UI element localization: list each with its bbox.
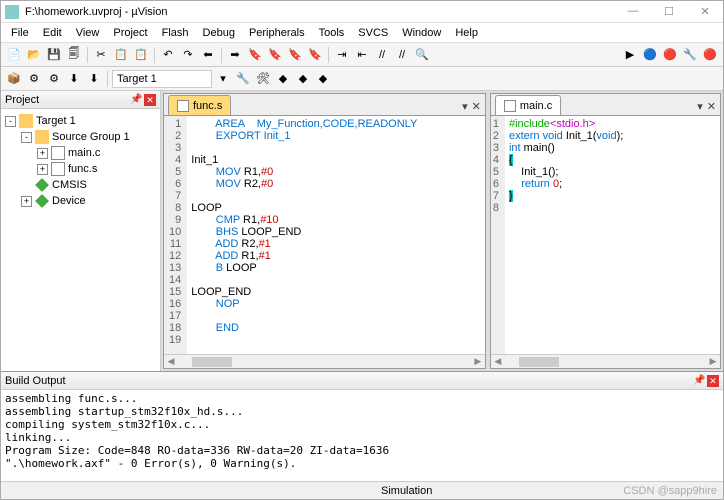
toolbar-button[interactable]: 📄	[5, 46, 23, 64]
toolbar-button[interactable]: ⬇	[85, 70, 103, 88]
toolbar-button[interactable]: 📦	[5, 70, 23, 88]
toolbar-button[interactable]: 🔖	[286, 46, 304, 64]
window-buttons: — ☐ ✕	[619, 5, 719, 18]
editor-left: func.s ▾ ✕ 1 2 3 4 5 6 7 8 9 10 11 12 13 …	[163, 93, 486, 369]
toolbar-button[interactable]: ↶	[159, 46, 177, 64]
build-output-header: Build Output 📌 ✕	[1, 372, 723, 390]
code-right[interactable]: 1 2 3 4 5 6 7 8 #include<stdio.h> extern…	[491, 116, 720, 354]
tab-dropdown-icon[interactable]: ▾	[697, 100, 703, 113]
toolbar-button[interactable]: ⇤	[353, 46, 371, 64]
toolbar-button[interactable]: //	[393, 46, 411, 64]
menu-view[interactable]: View	[70, 25, 106, 41]
toolbar-button[interactable]: 🔍	[413, 46, 431, 64]
menu-edit[interactable]: Edit	[37, 25, 68, 41]
tab-func[interactable]: func.s	[168, 95, 231, 115]
app-icon	[5, 5, 19, 19]
pin-icon[interactable]: 📌	[130, 94, 142, 106]
status-bar: Simulation CSDN @sapp9hire	[1, 481, 723, 499]
file-icon	[177, 100, 189, 112]
window-title: F:\homework.uvproj - µVision	[25, 6, 167, 18]
pin-icon[interactable]: 📌	[693, 375, 705, 387]
toolbar-button[interactable]: 🔖	[306, 46, 324, 64]
editor-right-tabs: main.c ▾ ✕	[491, 94, 720, 116]
toolbar-button[interactable]: 🔧	[234, 70, 252, 88]
toolbar-button[interactable]: ▶	[621, 46, 639, 64]
close-button[interactable]: ✕	[691, 5, 719, 18]
toolbar-1: 📄📂💾🗐✂📋📋↶↷⬅➡🔖🔖🔖🔖⇥⇤////🔍▶🔵🔴🔧🔴	[1, 43, 723, 67]
menu-help[interactable]: Help	[449, 25, 484, 41]
tree-device[interactable]: +Device	[5, 193, 156, 209]
toolbar-button[interactable]: 🔖	[266, 46, 284, 64]
toolbar-button[interactable]: ↷	[179, 46, 197, 64]
toolbar-button[interactable]: 🔴	[661, 46, 679, 64]
editor-area: func.s ▾ ✕ 1 2 3 4 5 6 7 8 9 10 11 12 13 …	[161, 91, 723, 371]
toolbar-button[interactable]: 🛠	[254, 70, 272, 88]
menu-peripherals[interactable]: Peripherals	[243, 25, 311, 41]
close-panel-button[interactable]: ✕	[144, 94, 156, 106]
toolbar-button[interactable]: ◆	[294, 70, 312, 88]
target-selector[interactable]: Target 1	[112, 70, 212, 88]
hscroll-right[interactable]: ◀▶	[491, 354, 720, 368]
tree-cmsis[interactable]: CMSIS	[5, 177, 156, 193]
status-mode: Simulation	[381, 485, 432, 497]
maximize-button[interactable]: ☐	[655, 5, 683, 18]
tab-close-icon[interactable]: ✕	[707, 100, 716, 113]
toolbar-button[interactable]: ✂	[92, 46, 110, 64]
toolbar-button[interactable]: ⚙	[45, 70, 63, 88]
menu-bar: FileEditViewProjectFlashDebugPeripherals…	[1, 23, 723, 43]
editor-right: main.c ▾ ✕ 1 2 3 4 5 6 7 8 #include<stdio…	[490, 93, 721, 369]
toolbar-button[interactable]: ⇥	[333, 46, 351, 64]
tree-file-main[interactable]: +main.c	[5, 145, 156, 161]
toolbar-button[interactable]: 🔴	[701, 46, 719, 64]
toolbar-2: 📦⚙⚙⬇⬇Target 1▾🔧🛠◆◆◆	[1, 67, 723, 91]
toolbar-button[interactable]: 🗐	[65, 46, 83, 64]
file-icon	[504, 100, 516, 112]
toolbar-button[interactable]: 📋	[132, 46, 150, 64]
toolbar-button[interactable]: 🔧	[681, 46, 699, 64]
tab-dropdown-icon[interactable]: ▾	[462, 100, 468, 113]
minimize-button[interactable]: —	[619, 5, 647, 18]
project-title: Project	[5, 94, 39, 106]
project-panel: Project 📌 ✕ -Target 1 -Source Group 1 +m…	[1, 91, 161, 371]
toolbar-button[interactable]: ⬇	[65, 70, 83, 88]
menu-debug[interactable]: Debug	[197, 25, 241, 41]
menu-tools[interactable]: Tools	[313, 25, 351, 41]
toolbar-button[interactable]: ◆	[274, 70, 292, 88]
toolbar-button[interactable]: //	[373, 46, 391, 64]
tree-group[interactable]: -Source Group 1	[5, 129, 156, 145]
tab-main[interactable]: main.c	[495, 95, 561, 115]
menu-flash[interactable]: Flash	[156, 25, 195, 41]
toolbar-button[interactable]: ➡	[226, 46, 244, 64]
toolbar-button[interactable]: 📋	[112, 46, 130, 64]
project-tree: -Target 1 -Source Group 1 +main.c +func.…	[1, 109, 160, 371]
toolbar-button[interactable]: 🔖	[246, 46, 264, 64]
toolbar-button[interactable]: ⬅	[199, 46, 217, 64]
toolbar-button[interactable]: 🔵	[641, 46, 659, 64]
watermark: CSDN @sapp9hire	[623, 485, 723, 497]
menu-file[interactable]: File	[5, 25, 35, 41]
menu-svcs[interactable]: SVCS	[352, 25, 394, 41]
toolbar-button[interactable]: 📂	[25, 46, 43, 64]
project-header: Project 📌 ✕	[1, 91, 160, 109]
build-output-text[interactable]: assembling func.s... assembling startup_…	[1, 390, 723, 481]
hscroll-left[interactable]: ◀▶	[164, 354, 485, 368]
menu-project[interactable]: Project	[107, 25, 153, 41]
toolbar-button[interactable]: ⚙	[25, 70, 43, 88]
build-output-panel: Build Output 📌 ✕ assembling func.s... as…	[1, 371, 723, 481]
tree-target[interactable]: -Target 1	[5, 113, 156, 129]
tree-file-func[interactable]: +func.s	[5, 161, 156, 177]
toolbar-button[interactable]: ◆	[314, 70, 332, 88]
tab-close-icon[interactable]: ✕	[472, 100, 481, 113]
close-panel-button[interactable]: ✕	[707, 375, 719, 387]
title-bar: F:\homework.uvproj - µVision — ☐ ✕	[1, 1, 723, 23]
editor-left-tabs: func.s ▾ ✕	[164, 94, 485, 116]
main-area: Project 📌 ✕ -Target 1 -Source Group 1 +m…	[1, 91, 723, 371]
menu-window[interactable]: Window	[396, 25, 447, 41]
code-left[interactable]: 1 2 3 4 5 6 7 8 9 10 11 12 13 14 15 16 1…	[164, 116, 485, 354]
toolbar-button[interactable]: 💾	[45, 46, 63, 64]
build-output-title: Build Output	[5, 375, 66, 387]
